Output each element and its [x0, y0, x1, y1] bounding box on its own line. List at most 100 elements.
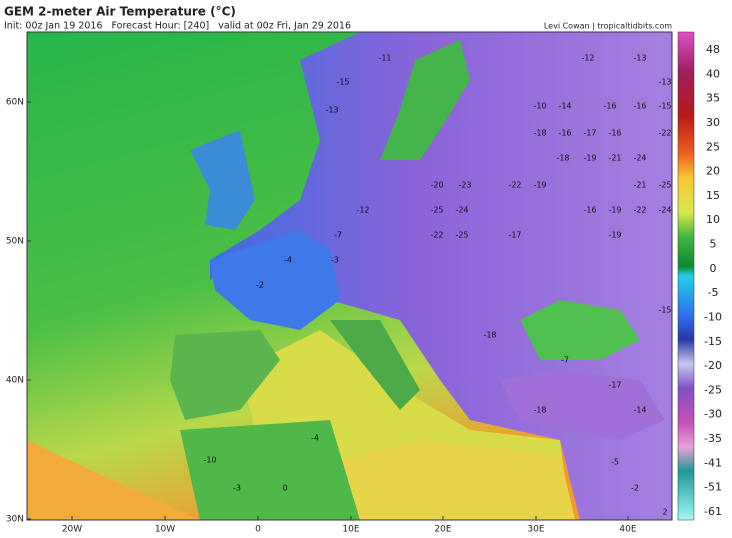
colorbar — [677, 31, 695, 521]
temp-label: -18 — [533, 129, 546, 138]
colorbar-label: -15 — [704, 335, 722, 348]
temp-label: -11 — [378, 54, 391, 63]
credit: Levi Cowan | tropicaltidbits.com — [544, 22, 672, 31]
france — [210, 230, 340, 330]
lat-label: 50N — [6, 237, 24, 247]
north-africa-warm — [300, 440, 575, 520]
temp-label: -7 — [561, 356, 569, 365]
temp-label: -2 — [256, 281, 264, 290]
temp-label: -15 — [336, 78, 349, 87]
temp-label: -4 — [311, 434, 319, 443]
temp-label: -17 — [583, 129, 596, 138]
title: GEM 2-meter Air Temperature (°C) — [4, 5, 236, 19]
temp-label: -19 — [533, 181, 546, 190]
temp-label: -15 — [658, 306, 671, 315]
temp-label: 0 — [282, 484, 287, 493]
colorbar-label: -35 — [704, 432, 722, 445]
colorbar-label: -41 — [704, 456, 722, 469]
colorbar-label: 5 — [710, 238, 717, 251]
temp-label: -13 — [658, 78, 671, 87]
colorbar-label: -10 — [704, 310, 722, 323]
lon-label: 0 — [255, 525, 261, 535]
frame — [26, 31, 673, 521]
temp-label: -17 — [508, 231, 521, 240]
lon-label: 20W — [62, 525, 82, 535]
lat-label: 60N — [6, 98, 24, 108]
iberia — [170, 330, 280, 420]
colorbar-label: 35 — [706, 92, 720, 105]
temp-label: -22 — [658, 129, 671, 138]
temp-label: -18 — [483, 331, 496, 340]
subtitle: Init: 00z Jan 19 2016 Forecast Hour: [24… — [4, 21, 351, 32]
colorbar-label: -5 — [708, 286, 719, 299]
temp-label: -18 — [556, 154, 569, 163]
warm-sea — [27, 440, 200, 520]
temp-label: -15 — [658, 102, 671, 111]
temp-label: -2 — [631, 484, 639, 493]
temp-label: -19 — [583, 154, 596, 163]
colorbar-label: 15 — [706, 189, 720, 202]
temp-label: -18 — [533, 406, 546, 415]
colorbar-label: 48 — [706, 43, 720, 56]
lat-label: 30N — [6, 515, 24, 525]
temp-label: -17 — [608, 381, 621, 390]
temp-label: -20 — [430, 181, 443, 190]
colorbar-label: -25 — [704, 383, 722, 396]
britain — [190, 130, 255, 230]
black-sea — [520, 300, 640, 360]
temp-label: -24 — [633, 154, 646, 163]
temp-label: -23 — [458, 181, 471, 190]
temp-label: -16 — [603, 102, 616, 111]
colorbar-label: 30 — [706, 116, 720, 129]
temp-label: -16 — [633, 102, 646, 111]
map-frame — [26, 31, 673, 521]
temp-label: -22 — [633, 206, 646, 215]
temp-label: -10 — [203, 456, 216, 465]
map — [27, 32, 672, 520]
colorbar-label: 20 — [706, 165, 720, 178]
colorbar-label: 10 — [706, 213, 720, 226]
colorbar-label: -61 — [704, 505, 722, 518]
temp-label: -7 — [334, 231, 342, 240]
north-africa — [180, 420, 360, 520]
anatolia — [500, 370, 665, 440]
temp-label: -22 — [430, 231, 443, 240]
temp-label: -22 — [508, 181, 521, 190]
temp-label: -21 — [633, 181, 646, 190]
temp-label: -25 — [430, 206, 443, 215]
temp-label: 2 — [662, 508, 667, 517]
lon-label: 30E — [527, 525, 544, 535]
colorbar-label: -51 — [704, 481, 722, 494]
temp-label: -3 — [233, 484, 241, 493]
colorbar-label: -30 — [704, 408, 722, 421]
temp-label: -21 — [608, 154, 621, 163]
temp-label: -10 — [533, 102, 546, 111]
temp-label: -19 — [608, 206, 621, 215]
temp-label: -13 — [325, 106, 338, 115]
temp-label: -12 — [581, 54, 594, 63]
temp-label: -16 — [608, 129, 621, 138]
temp-label: -16 — [583, 206, 596, 215]
lon-label: 20E — [434, 525, 451, 535]
lon-label: 10W — [155, 525, 175, 535]
temp-label: -3 — [331, 256, 339, 265]
temp-label: -14 — [633, 406, 646, 415]
lat-label: 40N — [6, 376, 24, 386]
lon-label: 40E — [619, 525, 636, 535]
temp-label: -13 — [633, 54, 646, 63]
lon-label: 10E — [342, 525, 359, 535]
temp-label: -25 — [455, 231, 468, 240]
colorbar-label: -20 — [704, 359, 722, 372]
temp-label: -24 — [658, 206, 671, 215]
temp-label: -5 — [611, 458, 619, 467]
temp-label: -19 — [608, 231, 621, 240]
italy — [330, 320, 420, 410]
temp-label: -4 — [284, 256, 292, 265]
temp-label: -16 — [558, 129, 571, 138]
colorbar-label: 0 — [710, 262, 717, 275]
temp-label: -25 — [658, 181, 671, 190]
temp-label: -12 — [356, 206, 369, 215]
colorbar-label: 40 — [706, 67, 720, 80]
baltic — [380, 40, 470, 160]
